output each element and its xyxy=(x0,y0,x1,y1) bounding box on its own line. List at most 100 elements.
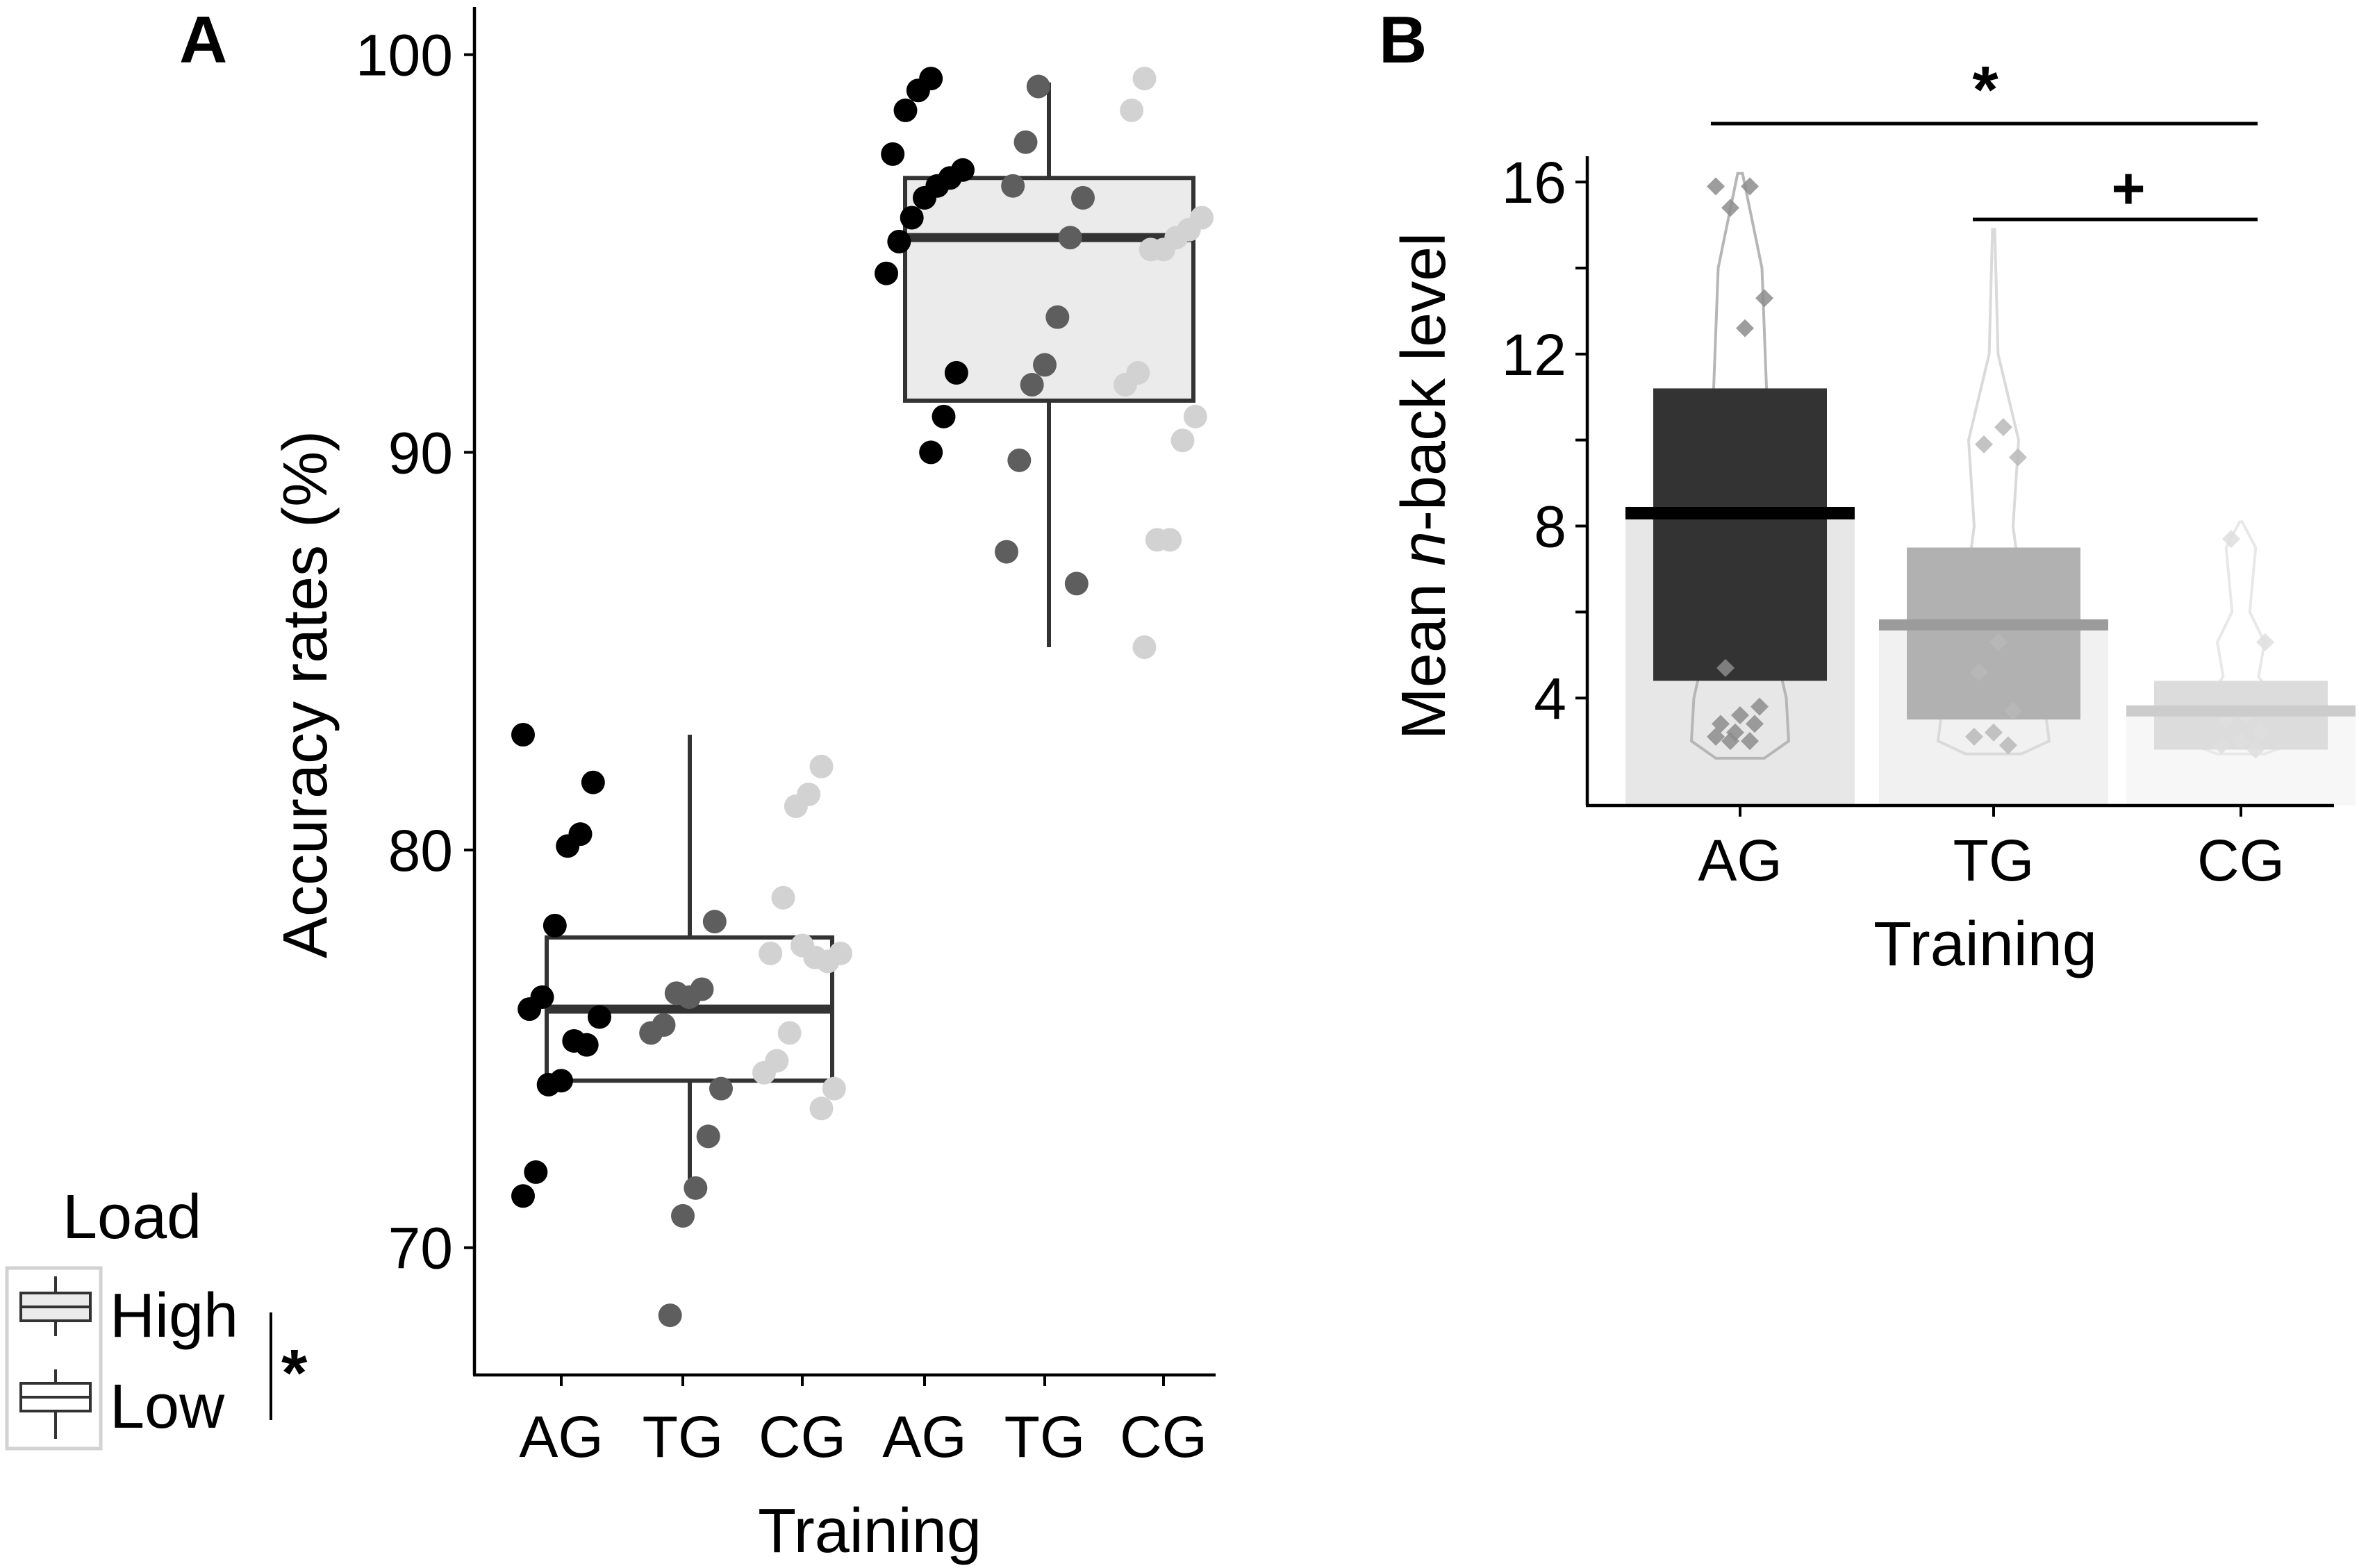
legend-label-low: Low xyxy=(110,1372,225,1442)
point-low-ag xyxy=(524,1160,548,1184)
point-low-tg xyxy=(709,1076,733,1101)
panel-b-x-tick-label: CG xyxy=(2197,828,2285,893)
point-high-tg xyxy=(1071,185,1095,210)
panel-b-x-tick-label: TG xyxy=(1953,828,2035,893)
violin-tg xyxy=(1936,228,2051,756)
point-low-cg xyxy=(759,941,783,965)
point-high-tg xyxy=(1013,130,1038,154)
panel-a-x-tick-label: TG xyxy=(643,1404,724,1469)
point-low-tg xyxy=(639,1021,663,1045)
point-low-cg xyxy=(752,1060,776,1085)
point-high-cg xyxy=(1132,67,1157,91)
point-low-tg xyxy=(684,1176,708,1200)
point-ag xyxy=(1750,697,1769,716)
point-cg xyxy=(2251,723,2269,742)
point-high-ag xyxy=(875,261,898,285)
panel-a-y-tick-label: 100 xyxy=(356,23,453,88)
point-cg xyxy=(2246,740,2265,759)
point-ag xyxy=(1716,658,1735,677)
point-low-tg xyxy=(696,1124,720,1149)
panel-label-b: B xyxy=(1379,3,1427,77)
panel-b-y-tick-label: 12 xyxy=(1502,322,1566,387)
point-tg xyxy=(1989,633,2008,651)
point-tg xyxy=(1970,663,1988,682)
panel-b-significance: *+ xyxy=(1711,53,2258,222)
legend-title: Load xyxy=(63,1183,201,1252)
panel-a-y-tick-label: 90 xyxy=(388,420,453,485)
bar-tg xyxy=(1907,547,2080,720)
point-high-tg xyxy=(995,540,1018,564)
point-ag xyxy=(1707,177,1725,196)
panel-b-y-tick-label: 16 xyxy=(1502,150,1566,215)
point-ag xyxy=(1741,732,1759,751)
panel-a-x-tick-label: AG xyxy=(519,1404,603,1469)
panel-label-a: A xyxy=(179,3,227,77)
point-low-cg xyxy=(822,1076,846,1101)
point-high-cg xyxy=(1183,404,1207,428)
panel-a-x-tick-label: CG xyxy=(759,1404,846,1469)
point-high-tg xyxy=(1001,174,1025,198)
point-high-cg xyxy=(1120,98,1144,122)
panel-b-points xyxy=(1707,177,2274,759)
point-tg xyxy=(2004,701,2022,720)
point-tg xyxy=(1975,435,1993,453)
legend-key-low xyxy=(19,1369,92,1439)
legend-sig-mark: * xyxy=(281,1336,308,1410)
point-ag xyxy=(1721,732,1739,751)
panel-a-x-tick-label: CG xyxy=(1120,1404,1207,1469)
point-low-tg xyxy=(664,981,688,1006)
panel-a-y-tick-label: 70 xyxy=(388,1216,453,1281)
sig-label-ag-cg: * xyxy=(1972,53,1998,127)
point-low-ag xyxy=(588,1005,611,1029)
point-ag xyxy=(1746,715,1764,733)
point-low-ag xyxy=(581,770,605,794)
point-low-ag xyxy=(536,1072,561,1096)
panel-a-y-tick-label: 80 xyxy=(388,818,453,883)
point-cg xyxy=(2232,732,2250,751)
point-high-tg xyxy=(1007,448,1032,472)
bar-ag xyxy=(1653,388,1827,681)
point-high-cg xyxy=(1114,373,1137,397)
point-low-tg xyxy=(658,1303,682,1328)
point-tg xyxy=(2009,448,2027,467)
point-low-ag xyxy=(518,997,542,1021)
point-ag xyxy=(1731,706,1749,724)
panel-a-x-tick-label: AG xyxy=(882,1404,966,1469)
violin-cg xyxy=(2180,520,2302,756)
point-high-tg xyxy=(1058,226,1082,250)
point-high-tg xyxy=(1026,74,1050,99)
point-high-cg xyxy=(1139,237,1163,262)
panel-b-bars xyxy=(1653,388,2328,750)
point-high-ag xyxy=(893,98,918,122)
point-low-ag xyxy=(562,1028,586,1053)
point-low-cg xyxy=(777,1021,802,1045)
point-low-cg xyxy=(791,933,814,958)
point-low-ag xyxy=(556,834,580,858)
panel-b-means xyxy=(1625,506,2356,717)
point-cg xyxy=(2222,530,2240,549)
point-low-tg xyxy=(671,1203,695,1228)
point-high-ag xyxy=(881,142,905,166)
point-high-cg xyxy=(1170,428,1195,453)
point-high-tg xyxy=(1033,353,1057,377)
point-tg xyxy=(1994,418,2012,437)
point-ag xyxy=(1721,199,1739,217)
point-tg xyxy=(1965,727,1983,746)
point-high-tg xyxy=(1020,373,1044,397)
sig-label-tg-cg: + xyxy=(2111,156,2145,221)
point-ag xyxy=(1755,289,1773,308)
point-high-tg xyxy=(1064,572,1089,596)
point-high-cg xyxy=(1145,528,1169,552)
point-low-ag xyxy=(543,913,567,937)
panel-a-points xyxy=(511,67,1214,1328)
point-low-cg xyxy=(809,754,834,778)
legend: Load High Low * xyxy=(5,1183,308,1451)
point-high-ag xyxy=(919,440,943,465)
point-high-ag xyxy=(932,404,956,428)
point-high-cg xyxy=(1132,635,1157,660)
point-high-ag xyxy=(906,78,930,103)
legend-key-high xyxy=(19,1276,92,1336)
legend-label-high: High xyxy=(110,1281,238,1351)
panel-a-y-ticks: 70 80 90 100 xyxy=(356,23,474,1281)
